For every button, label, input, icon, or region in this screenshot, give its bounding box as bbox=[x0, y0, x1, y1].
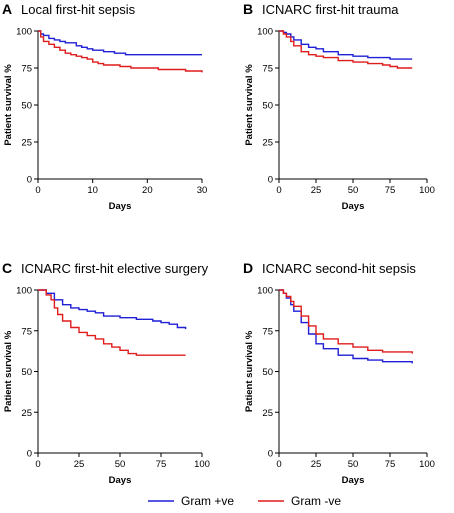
y-tick-label: 100 bbox=[257, 27, 273, 38]
chart-panel-a: A Local first-hit sepsis 0 25 50 75 100 0 10 20 30… bbox=[2, 1, 207, 212]
panel-letter: B bbox=[243, 1, 253, 17]
series-line-gram-ve bbox=[38, 30, 202, 56]
legend-item-gram-ve: Gram +ve bbox=[148, 494, 234, 508]
x-tick-label: 75 bbox=[385, 459, 396, 470]
y-tick-label: 75 bbox=[262, 64, 273, 75]
chart-panels: A Local first-hit sepsis 0 25 50 75 100 0 10 20 30… bbox=[2, 1, 435, 486]
chart-panel-b: B ICNARC first-hit trauma 0 25 50 75 100 0 25 50 7… bbox=[243, 1, 435, 212]
y-tick-label: 100 bbox=[16, 27, 32, 38]
x-tick-label: 30 bbox=[197, 185, 208, 196]
x-tick-label: 100 bbox=[419, 185, 435, 196]
y-tick-label: 50 bbox=[21, 367, 32, 378]
y-axis-title: Patient survival % bbox=[244, 64, 255, 146]
x-tick-label: 75 bbox=[156, 459, 167, 470]
series-line-gram-ve bbox=[279, 289, 413, 364]
y-tick-label: 100 bbox=[16, 286, 32, 297]
series-line-gram-ve bbox=[279, 30, 413, 69]
x-tick-label: 0 bbox=[35, 185, 40, 196]
series-line-gram-ve bbox=[279, 30, 413, 60]
y-tick-label: 50 bbox=[262, 367, 273, 378]
x-tick-label: 10 bbox=[87, 185, 98, 196]
x-tick-label: 100 bbox=[419, 459, 435, 470]
x-axis-title: Days bbox=[109, 475, 132, 486]
x-tick-label: 50 bbox=[348, 459, 359, 470]
y-tick-label: 0 bbox=[268, 449, 273, 460]
y-axis-title: Patient survival % bbox=[3, 64, 14, 146]
y-tick-label: 75 bbox=[21, 64, 32, 75]
series-line-gram-ve bbox=[279, 289, 413, 354]
panel-title: ICNARC first-hit elective surgery bbox=[21, 261, 209, 276]
x-tick-label: 0 bbox=[276, 459, 281, 470]
y-axis-title: Patient survival % bbox=[244, 330, 255, 412]
legend: Gram +ve Gram -ve bbox=[148, 494, 341, 508]
x-tick-label: 25 bbox=[311, 459, 322, 470]
panel-title: ICNARC first-hit trauma bbox=[262, 2, 399, 17]
y-tick-label: 75 bbox=[21, 326, 32, 337]
y-tick-label: 50 bbox=[21, 101, 32, 112]
y-tick-label: 0 bbox=[27, 449, 32, 460]
legend-label: Gram -ve bbox=[291, 494, 341, 508]
x-tick-label: 20 bbox=[142, 185, 153, 196]
x-tick-label: 50 bbox=[115, 459, 126, 470]
series-line-gram-ve bbox=[38, 289, 187, 330]
x-tick-label: 75 bbox=[385, 185, 396, 196]
y-axis-title: Patient survival % bbox=[3, 330, 14, 412]
x-tick-label: 0 bbox=[35, 459, 40, 470]
panel-letter: C bbox=[2, 260, 12, 276]
panel-letter: D bbox=[243, 260, 253, 276]
chart-panel-d: D ICNARC second-hit sepsis 0 25 50 75 100 0 25 50… bbox=[243, 260, 435, 486]
y-tick-label: 25 bbox=[21, 408, 32, 419]
legend-label: Gram +ve bbox=[181, 494, 234, 508]
x-tick-label: 25 bbox=[311, 185, 322, 196]
x-tick-label: 50 bbox=[348, 185, 359, 196]
y-tick-label: 50 bbox=[262, 101, 273, 112]
y-tick-label: 25 bbox=[262, 138, 273, 149]
chart-panel-c: C ICNARC first-hit elective surgery 0 25 50 7… bbox=[2, 260, 210, 486]
y-tick-label: 0 bbox=[27, 175, 32, 186]
y-tick-label: 100 bbox=[257, 286, 273, 297]
x-tick-label: 100 bbox=[194, 459, 210, 470]
legend-item-gram-ve: Gram -ve bbox=[258, 494, 341, 508]
y-tick-label: 25 bbox=[21, 138, 32, 149]
x-axis-title: Days bbox=[342, 475, 365, 486]
x-tick-label: 25 bbox=[74, 459, 85, 470]
y-tick-label: 75 bbox=[262, 326, 273, 337]
y-tick-label: 0 bbox=[268, 175, 273, 186]
series-line-gram-ve bbox=[38, 289, 186, 356]
panel-title: Local first-hit sepsis bbox=[21, 2, 136, 17]
panel-letter: A bbox=[2, 1, 12, 17]
panel-title: ICNARC second-hit sepsis bbox=[262, 261, 416, 276]
x-tick-label: 0 bbox=[276, 185, 281, 196]
x-axis-title: Days bbox=[109, 201, 132, 212]
y-tick-label: 25 bbox=[262, 408, 273, 419]
series-line-gram-ve bbox=[38, 30, 203, 73]
x-axis-title: Days bbox=[342, 201, 365, 212]
